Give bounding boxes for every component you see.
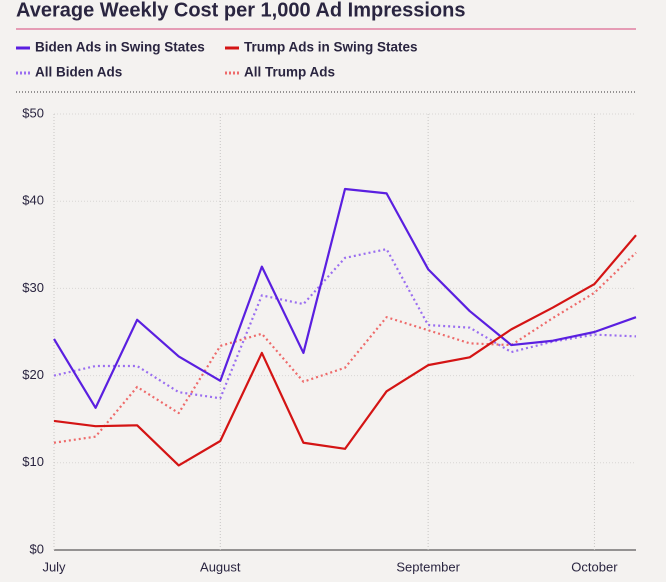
series-line (53, 187, 637, 409)
series-line (53, 234, 637, 467)
chart-title: Average Weekly Cost per 1,000 Ad Impress… (16, 0, 465, 21)
y-tick-label: $40 (22, 193, 44, 208)
x-tick-label: August (200, 559, 241, 574)
x-tick-label: July (42, 559, 66, 574)
y-tick-label: $30 (22, 280, 44, 295)
legend-label: All Biden Ads (35, 65, 122, 80)
x-tick-label: September (396, 559, 460, 574)
legend-label: Trump Ads in Swing States (244, 40, 418, 55)
y-tick-label: $10 (22, 454, 44, 469)
legend-label: Biden Ads in Swing States (35, 40, 205, 55)
legend-label: All Trump Ads (244, 65, 335, 80)
y-tick-label: $50 (22, 105, 44, 120)
series-line (53, 248, 637, 400)
series-line (53, 251, 637, 444)
x-tick-label: October (571, 559, 618, 574)
y-tick-label: $20 (22, 367, 44, 382)
y-tick-label: $0 (30, 541, 44, 556)
